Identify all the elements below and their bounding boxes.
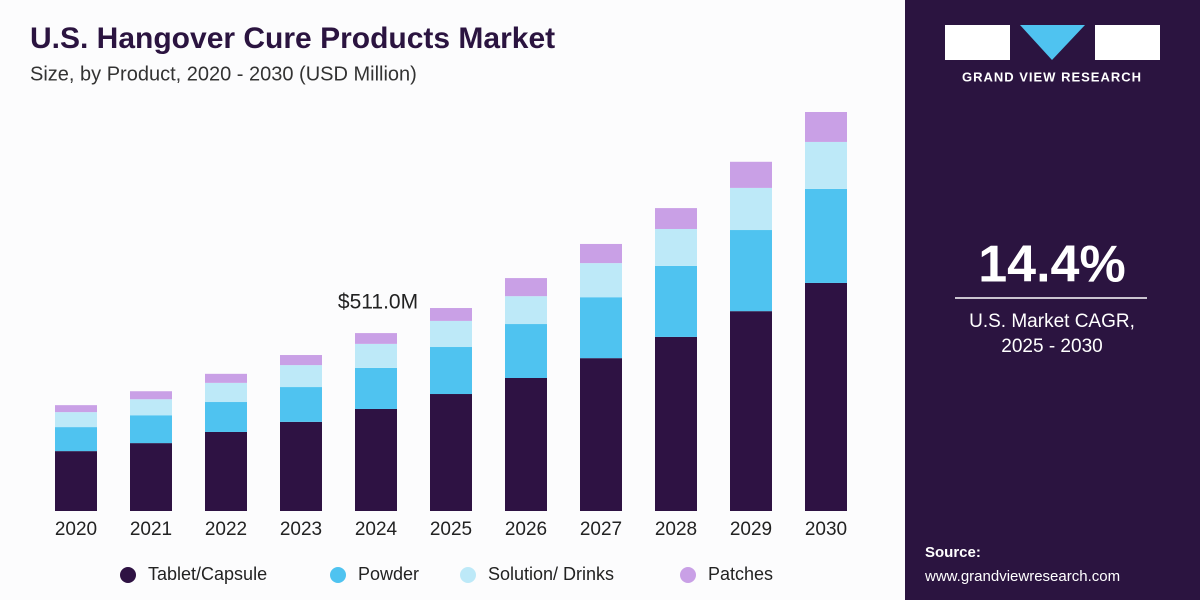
chart-title: U.S. Hangover Cure Products Market [30,22,555,55]
bar-segment [505,378,547,511]
bar-segment [505,324,547,378]
bar-segment [55,405,97,413]
bar-segment [130,391,172,400]
bar-segment [505,278,547,297]
logo-block [1095,25,1160,60]
bar-segment [430,308,472,321]
bar-segment [805,188,847,283]
bar-segment [805,282,847,511]
bar-segment [355,408,397,511]
x-tick-label: 2026 [505,519,547,540]
bar-segment [355,333,397,344]
side-panel [905,0,1200,600]
legend-label: Powder [358,564,419,584]
x-tick-label: 2023 [280,519,322,540]
legend-swatch [460,567,476,583]
source-url: www.grandviewresearch.com [924,568,1120,585]
logo-triangle [1020,25,1085,60]
bar-segment [655,228,697,266]
brand-name: GRAND VIEW RESEARCH [962,69,1142,84]
logo [945,25,1160,60]
bar-segment [430,394,472,511]
legend-label: Patches [708,564,773,584]
cagr-period: 2025 - 2030 [1001,336,1102,357]
legend-label: Solution/ Drinks [488,564,614,584]
cagr-value: 14.4% [978,236,1125,294]
bar-segment [805,141,847,189]
bar-segment [505,296,547,325]
bar-segment [655,265,697,337]
bar-segment [580,263,622,298]
bar-segment [355,343,397,368]
bar-segment [130,399,172,416]
legend-label: Tablet/Capsule [148,564,267,584]
bar-segment [730,187,772,231]
cagr-label: U.S. Market CAGR, [969,311,1135,332]
x-tick-label: 2030 [805,519,847,540]
x-tick-label: 2029 [730,519,772,540]
bar-segment [55,427,97,452]
logo-block [945,25,1010,60]
bar-segment [655,208,697,229]
bar-segment [205,382,247,403]
bar-segment [130,443,172,511]
legend-swatch [680,567,696,583]
bar-segment [430,347,472,395]
bar-segment [730,230,772,312]
bar-segment [55,412,97,428]
bar-segment [805,112,847,142]
source-label: Source: [925,544,981,561]
bar-segment [280,365,322,388]
bar-segment [355,367,397,409]
bar-segment [580,297,622,359]
bar-segment [280,421,322,511]
legend-swatch [330,567,346,583]
bar-segment [730,311,772,511]
x-tick-label: 2022 [205,519,247,540]
legend-swatch [120,567,136,583]
bar-segment [130,415,172,444]
x-tick-label: 2027 [580,519,622,540]
bar-segment [655,336,697,511]
value-annotation: $511.0M [338,291,418,314]
bar-segment [730,161,772,188]
bar-segment [205,431,247,511]
bar-segment [55,451,97,511]
bar-segment [280,387,322,422]
x-tick-label: 2028 [655,519,697,540]
x-tick-label: 2024 [355,519,398,540]
bar-segment [280,355,322,366]
bar-segment [205,373,247,383]
x-tick-label: 2025 [430,519,472,540]
bar-segment [580,358,622,511]
x-tick-label: 2020 [55,519,97,540]
x-tick-label: 2021 [130,519,172,540]
bar-segment [580,243,622,264]
bar-segment [430,320,472,348]
chart-subtitle: Size, by Product, 2020 - 2030 (USD Milli… [30,63,417,85]
bar-segment [205,402,247,432]
